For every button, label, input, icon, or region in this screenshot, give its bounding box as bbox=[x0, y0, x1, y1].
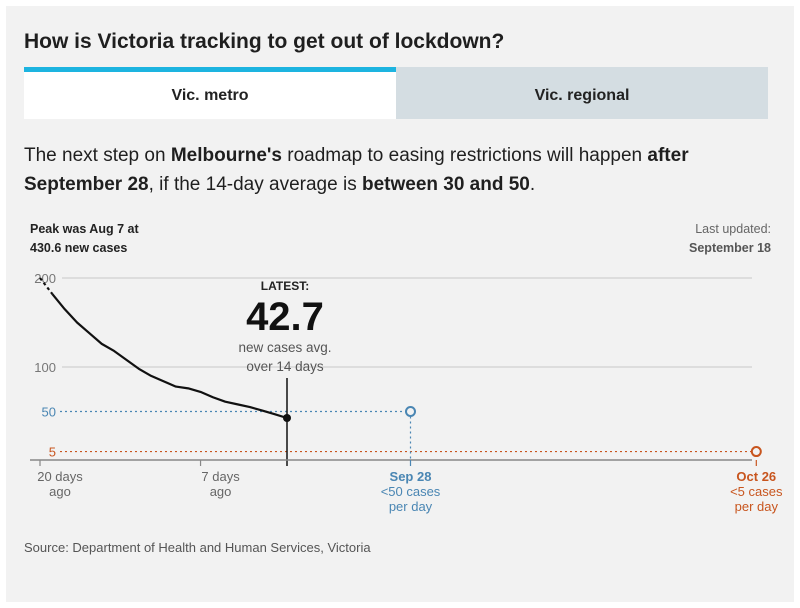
series-line bbox=[51, 293, 288, 420]
intro-text: The next step on Melbourne's roadmap to … bbox=[24, 141, 774, 199]
peak-note-line-2: 430.6 new cases bbox=[30, 241, 127, 255]
y-tick-label-100: 100 bbox=[34, 360, 56, 375]
last-updated-label: Last updated: bbox=[695, 222, 771, 236]
x-tick-label-1-0: 7 days bbox=[201, 469, 240, 484]
intro-bold-3: between 30 and 50 bbox=[361, 174, 530, 195]
series-layer bbox=[39, 277, 291, 466]
x-tick-label-0-1: ago bbox=[49, 484, 71, 499]
source-note: Source: Department of Health and Human S… bbox=[24, 540, 371, 555]
target-marker-0 bbox=[405, 406, 416, 417]
latest-point bbox=[283, 413, 291, 422]
intro-part-1: The next step on bbox=[24, 145, 171, 166]
intro-part-4: . bbox=[529, 174, 536, 195]
tab-vic-metro[interactable]: Vic. metro bbox=[24, 67, 396, 119]
peak-note-line-1: Peak was Aug 7 at bbox=[30, 222, 139, 236]
intro-part-3: , if the 14-day average is bbox=[148, 174, 362, 195]
tab-vic-regional[interactable]: Vic. regional bbox=[396, 67, 768, 119]
x-tick-label-1-1: ago bbox=[210, 484, 232, 499]
intro-part-2: roadmap to easing restrictions will happ… bbox=[281, 145, 648, 166]
target-note-0-0: <50 cases bbox=[381, 484, 441, 499]
page-title: How is Victoria tracking to get out of l… bbox=[24, 30, 505, 53]
latest-sub-line-2: over 14 days bbox=[246, 359, 324, 374]
grid-lines: 200 100 50 5 bbox=[34, 271, 752, 460]
target-note-1-0: <5 cases bbox=[730, 484, 783, 499]
region-tabs: Vic. metro Vic. regional bbox=[24, 67, 768, 119]
latest-value: 42.7 bbox=[246, 295, 324, 339]
target-note-0-1: per day bbox=[389, 499, 433, 514]
target-lines bbox=[60, 406, 762, 460]
y-tick-label-50: 50 bbox=[42, 405, 56, 420]
last-updated-date: September 18 bbox=[689, 241, 771, 255]
y-tick-label-5: 5 bbox=[49, 445, 56, 460]
target-note-1-1: per day bbox=[735, 499, 779, 514]
latest-label: LATEST: bbox=[261, 279, 309, 293]
intro-bold-2: after September 28 bbox=[24, 145, 689, 195]
x-tick-label-0-0: 20 days bbox=[37, 469, 83, 484]
latest-sub-line-1: new cases avg. bbox=[238, 340, 331, 355]
target-marker-1 bbox=[750, 446, 762, 458]
intro-bold-1: Melbourne's bbox=[170, 145, 282, 166]
y-tick-label-200: 200 bbox=[34, 271, 56, 286]
target-date-0: Sep 28 bbox=[390, 469, 432, 484]
target-date-1: Oct 26 bbox=[736, 469, 776, 484]
